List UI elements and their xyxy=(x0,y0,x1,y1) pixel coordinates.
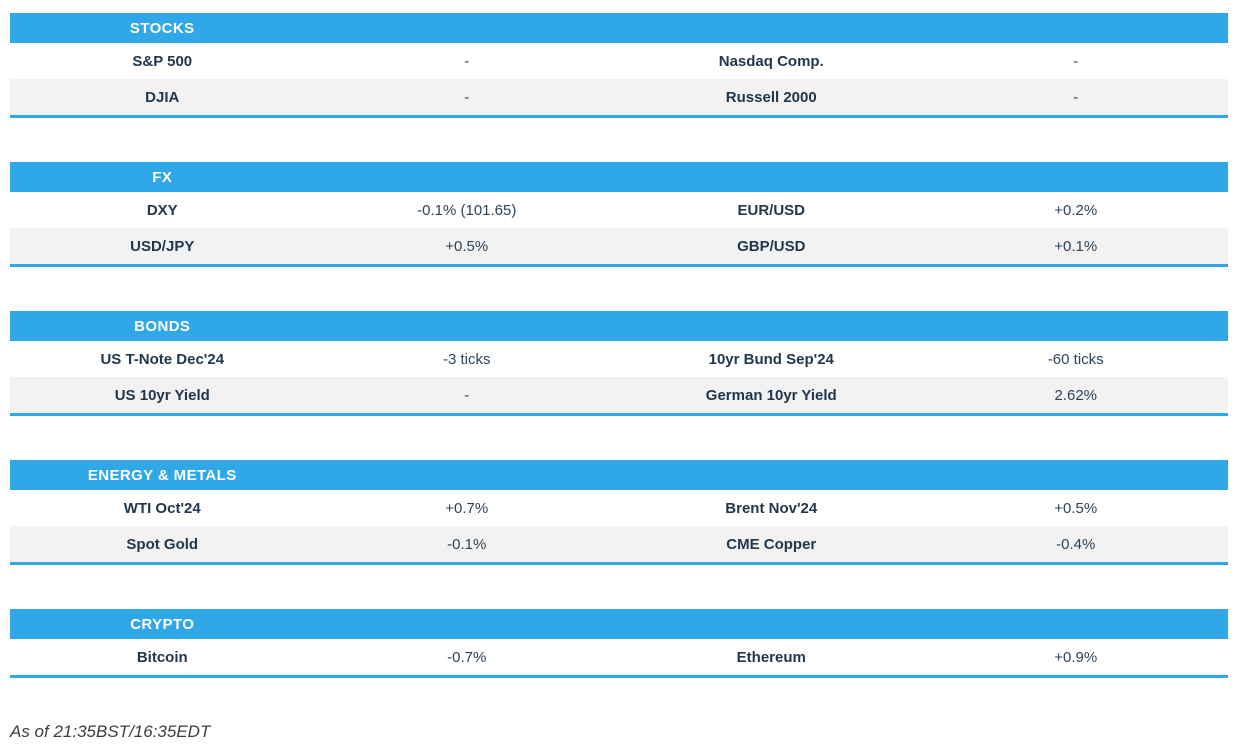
instrument-label: USD/JPY xyxy=(130,237,195,255)
sections-container: STOCKS S&P 500 - Nasdaq Comp. - DJIA - Russell … xyxy=(10,13,1228,678)
section-title: ENERGY & METALS xyxy=(87,466,237,484)
instrument-label: 10yr Bund Sep'24 xyxy=(708,350,834,368)
section-title: CRYPTO xyxy=(130,615,195,633)
instrument-label: WTI Oct'24 xyxy=(123,499,201,517)
instrument-label: Bitcoin xyxy=(136,648,188,666)
instrument-value: - xyxy=(1073,52,1079,70)
instrument-label: US T-Note Dec'24 xyxy=(100,350,225,368)
instrument-value: -0.1% (101.65) xyxy=(417,201,517,219)
section-crypto: CRYPTO Bitcoin -0.7% Ethereum +0.9% xyxy=(10,609,1228,678)
section-bonds: BONDS US T-Note Dec'24 -3 ticks 10yr Bund S… xyxy=(10,311,1228,416)
table-row: DJIA - Russell 2000 - xyxy=(10,79,1228,115)
table-row: Spot Gold -0.1% CME Copper -0.4% xyxy=(10,526,1228,562)
instrument-label: Nasdaq Comp. xyxy=(718,52,824,70)
instrument-label: Brent Nov'24 xyxy=(725,499,818,517)
instrument-label: GBP/USD xyxy=(737,237,806,255)
instrument-value: +0.5% xyxy=(1054,499,1098,517)
instrument-value: +0.5% xyxy=(445,237,489,255)
table-row: USD/JPY +0.5% GBP/USD +0.1% xyxy=(10,228,1228,264)
section-fx: FX DXY -0.1% (101.65) EUR/USD +0.2% USD/JPY +0… xyxy=(10,162,1228,267)
section-header: STOCKS xyxy=(10,13,1228,43)
instrument-label: DJIA xyxy=(145,88,180,106)
section-header: CRYPTO xyxy=(10,609,1228,639)
instrument-value: 2.62% xyxy=(1054,386,1098,404)
instrument-value: - xyxy=(464,52,470,70)
section-title: FX xyxy=(152,168,173,186)
instrument-value: +0.1% xyxy=(1054,237,1098,255)
instrument-value: -0.1% xyxy=(447,535,487,553)
section-header: FX xyxy=(10,162,1228,192)
as-of-timestamp: As of 21:35BST/16:35EDT xyxy=(10,722,211,741)
section-header: ENERGY & METALS xyxy=(10,460,1228,490)
instrument-value: +0.2% xyxy=(1054,201,1098,219)
instrument-label: DXY xyxy=(146,201,178,219)
instrument-label: US 10yr Yield xyxy=(114,386,210,404)
table-row: US T-Note Dec'24 -3 ticks 10yr Bund Sep'24… xyxy=(10,341,1228,377)
instrument-label: Russell 2000 xyxy=(725,88,817,106)
section-title: BONDS xyxy=(134,317,191,335)
section-header: BONDS xyxy=(10,311,1228,341)
section-title: STOCKS xyxy=(129,19,195,37)
instrument-value: +0.7% xyxy=(445,499,489,517)
instrument-value: -3 ticks xyxy=(442,350,491,368)
section-stocks: STOCKS S&P 500 - Nasdaq Comp. - DJIA - Russell … xyxy=(10,13,1228,118)
instrument-value: - xyxy=(1073,88,1079,106)
section-energy-metals: ENERGY & METALS WTI Oct'24 +0.7% Brent Nov'… xyxy=(10,460,1228,565)
instrument-value: - xyxy=(464,386,470,404)
instrument-label: Spot Gold xyxy=(126,535,199,553)
instrument-value: -60 ticks xyxy=(1047,350,1104,368)
instrument-value: +0.9% xyxy=(1054,648,1098,666)
instrument-label: German 10yr Yield xyxy=(705,386,837,404)
table-row: S&P 500 - Nasdaq Comp. - xyxy=(10,43,1228,79)
instrument-label: EUR/USD xyxy=(737,201,805,219)
market-summary: STOCKS S&P 500 - Nasdaq Comp. - DJIA - Russell … xyxy=(10,13,1228,746)
instrument-label: S&P 500 xyxy=(132,52,193,70)
instrument-value: - xyxy=(464,88,470,106)
table-row: WTI Oct'24 +0.7% Brent Nov'24 +0.5% xyxy=(10,490,1228,526)
instrument-value: -0.7% xyxy=(447,648,487,666)
instrument-value: -0.4% xyxy=(1056,535,1096,553)
instrument-label: CME Copper xyxy=(726,535,817,553)
instrument-label: Ethereum xyxy=(736,648,806,666)
table-row: DXY -0.1% (101.65) EUR/USD +0.2% xyxy=(10,192,1228,228)
table-row: US 10yr Yield - German 10yr Yield 2.62% xyxy=(10,377,1228,413)
table-row: Bitcoin -0.7% Ethereum +0.9% xyxy=(10,639,1228,675)
